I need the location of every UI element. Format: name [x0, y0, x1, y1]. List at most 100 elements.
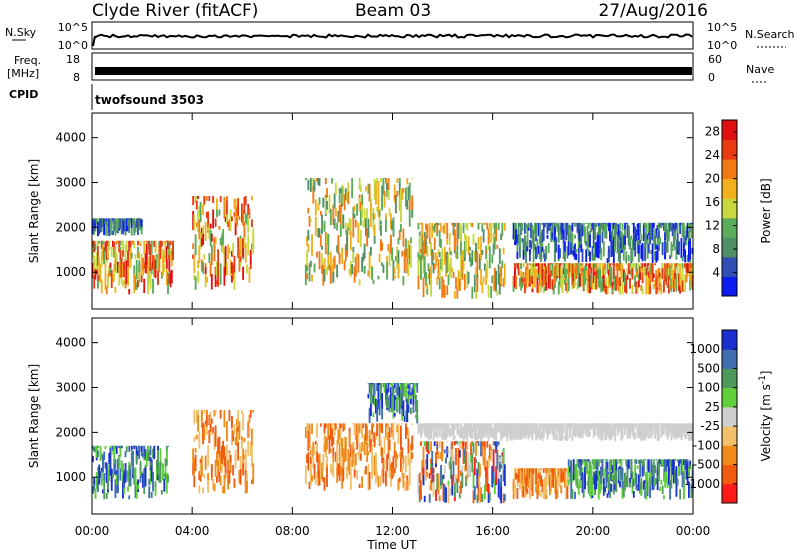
echo-cell [493, 441, 496, 446]
echo-cell [655, 478, 658, 484]
echo-cell [647, 459, 650, 473]
echo-cell [580, 459, 583, 465]
echo-cell [97, 450, 99, 458]
echo-cell [580, 459, 583, 480]
echo-cell [321, 214, 323, 234]
echo-cell [402, 275, 405, 286]
echo-cell [599, 232, 601, 254]
echo-cell [521, 423, 524, 427]
echo-cell [381, 423, 384, 433]
echo-cell [537, 263, 540, 274]
echo-cell [632, 230, 635, 250]
echo-cell [557, 423, 560, 433]
echo-cell [422, 258, 425, 274]
echo-cell [353, 448, 356, 470]
echo-cell [353, 266, 356, 279]
echo-cell [375, 464, 377, 484]
echo-cell [317, 178, 320, 185]
echo-cell [108, 230, 111, 237]
echo-cell [560, 263, 563, 265]
echo-cell [365, 440, 367, 445]
echo-cell [237, 237, 240, 258]
echo-cell [412, 397, 415, 413]
echo-cell [655, 277, 658, 295]
echo-cell [555, 423, 558, 430]
echo-cell [423, 423, 426, 425]
echo-cell [438, 495, 441, 502]
echo-cell [422, 446, 425, 468]
echo-cell [423, 423, 426, 436]
echo-cell [625, 475, 628, 487]
echo-cell [323, 423, 326, 445]
echo-cell [373, 455, 376, 476]
echo-cell [408, 206, 411, 227]
echo-cell [147, 445, 149, 453]
echo-cell [377, 195, 380, 217]
echo-cell [408, 383, 411, 385]
echo-cell [629, 239, 631, 250]
echo-cell [348, 217, 351, 229]
echo-cell [541, 243, 544, 247]
echo-cell [329, 208, 332, 226]
echo-cell [410, 407, 412, 415]
echo-cell [496, 441, 499, 447]
echo-cell [525, 468, 528, 480]
echo-cell [483, 429, 486, 438]
echo-cell [453, 435, 456, 440]
echo-cell [378, 398, 381, 416]
echo-cell [233, 272, 236, 290]
echo-cell [665, 276, 668, 286]
echo-cell [242, 210, 245, 226]
echo-cell [437, 261, 440, 280]
echo-cell [465, 423, 467, 431]
echo-cell [316, 251, 318, 258]
echo-cell [632, 263, 635, 269]
echo-cell [365, 466, 367, 475]
echo-cell [585, 263, 588, 266]
echo-cell [231, 275, 233, 283]
echo-cell [664, 471, 667, 488]
echo-cell [152, 262, 154, 266]
echo-cell [552, 285, 555, 295]
echo-cell [371, 462, 374, 479]
echo-cell [655, 228, 658, 238]
echo-cell [380, 475, 382, 486]
echo-cell [616, 429, 619, 437]
echo-cell [605, 423, 608, 440]
echo-cell [455, 277, 457, 289]
echo-cell [207, 227, 210, 232]
echo-cell [382, 383, 385, 388]
echo-cell [644, 432, 647, 441]
echo-cell [363, 267, 366, 274]
echo-cell [165, 246, 168, 269]
echo-cell [610, 426, 613, 431]
echo-cell [460, 428, 462, 436]
echo-cell [372, 279, 375, 285]
echo-cell [138, 445, 141, 460]
echo-cell [655, 244, 658, 250]
echo-cell [651, 254, 654, 263]
echo-cell [654, 279, 657, 287]
echo-cell [616, 423, 619, 432]
echo-cell [556, 423, 559, 429]
echo-cell [388, 423, 391, 425]
echo-cell [644, 459, 647, 461]
echo-cell [318, 197, 321, 205]
echo-cell [222, 241, 225, 254]
echo-cell [487, 423, 490, 427]
echo-cell [205, 211, 208, 218]
echo-cell [674, 263, 677, 278]
echo-cell [402, 473, 405, 488]
echo-cell [685, 423, 688, 431]
echo-cell [587, 423, 590, 433]
echo-cell [334, 423, 337, 430]
echo-cell [660, 285, 663, 295]
echo-cell [670, 241, 673, 258]
echo-cell [97, 274, 99, 289]
echo-cell [652, 229, 655, 244]
echo-cell [535, 485, 538, 493]
echo-cell [370, 403, 372, 416]
echo-cell [681, 280, 684, 292]
echo-cell [113, 225, 116, 232]
echo-cell [495, 228, 498, 241]
